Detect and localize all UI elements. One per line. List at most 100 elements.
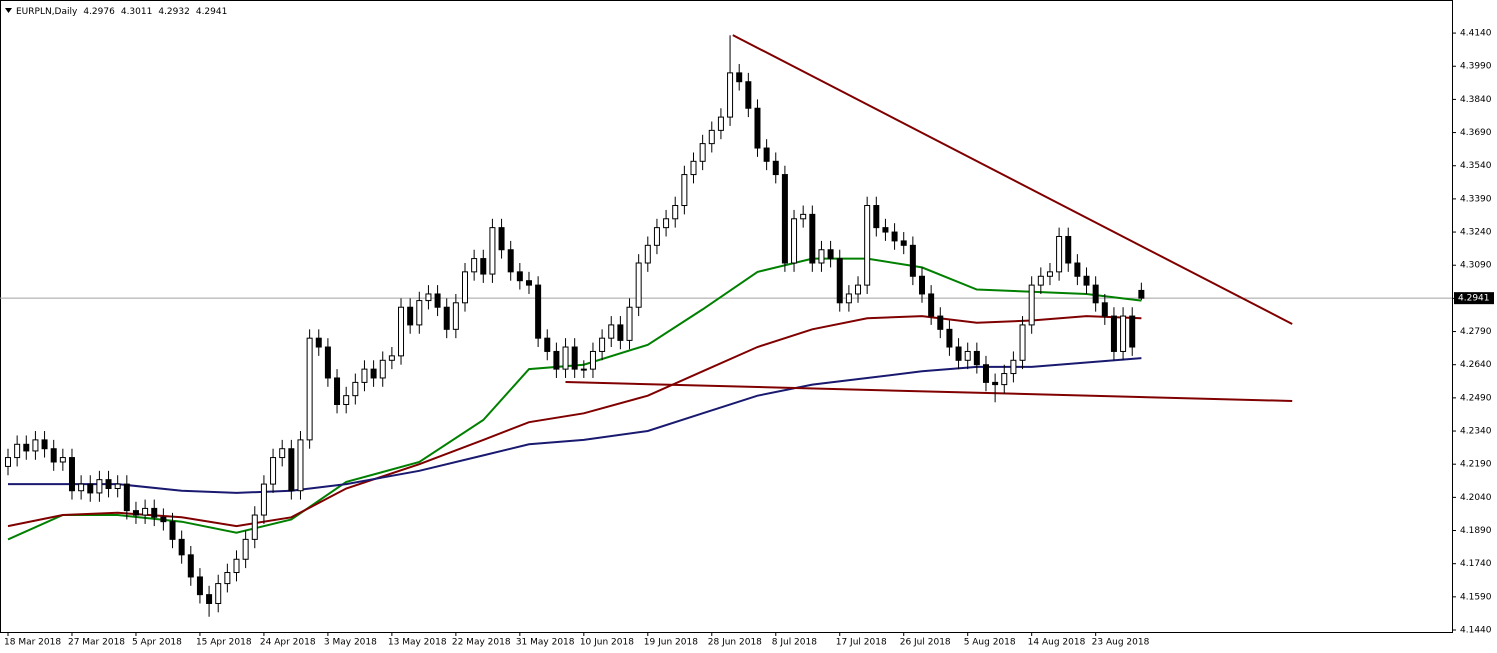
y-tick-label: 4.2790: [1460, 327, 1492, 337]
y-tick-label: 4.2640: [1460, 360, 1492, 370]
candle-body: [114, 483, 121, 490]
candle-body: [260, 483, 267, 516]
candle-body: [891, 231, 898, 242]
x-tick-label: 26 Jul 2018: [900, 638, 951, 648]
candle-body: [68, 457, 75, 492]
candle-body: [617, 324, 624, 341]
candle-body: [196, 576, 203, 596]
candle-body: [32, 439, 39, 452]
candle-body: [434, 293, 441, 308]
candle-body: [946, 328, 953, 348]
candle-body: [297, 439, 304, 492]
ohlc-value: 4.2941: [196, 7, 228, 17]
candle-body: [1001, 373, 1008, 386]
candle-body: [982, 364, 989, 383]
candle-body: [900, 240, 907, 246]
candle-body: [23, 443, 30, 452]
x-tick-label: 27 Mar 2018: [68, 638, 125, 648]
candle-body: [928, 293, 935, 317]
candle-body: [535, 284, 542, 339]
candle-body: [78, 483, 85, 492]
x-tick-label: 3 May 2018: [324, 638, 377, 648]
candle-body: [681, 174, 688, 207]
candle-body: [443, 306, 450, 330]
price-tag-label: 4.2941: [1458, 294, 1490, 304]
candle-body: [206, 594, 213, 604]
candle-body: [105, 479, 112, 490]
candle-body: [452, 302, 459, 330]
candle-body: [151, 507, 158, 518]
candle-body: [480, 258, 487, 275]
candle-body: [964, 350, 971, 361]
y-tick-label: 4.3240: [1460, 228, 1492, 238]
x-tick-label: 24 Apr 2018: [260, 638, 316, 648]
y-tick-label: 4.3990: [1460, 62, 1492, 72]
x-tick-label: 15 Apr 2018: [196, 638, 252, 648]
candle-body: [498, 227, 505, 251]
x-tick-label: 23 Aug 2018: [1092, 638, 1150, 648]
candle-body: [873, 205, 880, 229]
y-tick-label: 4.2040: [1460, 493, 1492, 503]
candle-body: [882, 227, 889, 233]
candle-body: [635, 262, 642, 308]
candle-body: [288, 448, 295, 492]
candle-body: [370, 368, 377, 379]
candle-body: [553, 350, 560, 370]
candle-body: [663, 218, 670, 229]
candle-body: [1019, 324, 1026, 361]
candle-body: [507, 249, 514, 273]
candle-body: [324, 346, 331, 379]
candle-body: [334, 377, 341, 406]
candle-body: [352, 381, 359, 397]
candle-body: [845, 293, 852, 304]
candle-body: [50, 448, 57, 463]
candle-body: [160, 516, 167, 523]
x-tick-label: 14 Aug 2018: [1028, 638, 1086, 648]
y-tick-label: 4.2340: [1460, 427, 1492, 437]
candle-body: [5, 457, 11, 467]
candle-body: [937, 315, 944, 330]
x-tick-label: 22 May 2018: [452, 638, 511, 648]
candle-body: [178, 538, 185, 556]
x-tick-label: 5 Aug 2018: [964, 638, 1016, 648]
candle-body: [754, 107, 761, 149]
candle-body: [398, 306, 405, 357]
candle-body: [1110, 315, 1117, 352]
candle-body: [1138, 289, 1145, 299]
candle-body: [571, 346, 578, 370]
candle-body: [425, 293, 432, 302]
candle-body: [626, 306, 633, 341]
y-tick-label: 4.1590: [1460, 592, 1492, 602]
candle-body: [1092, 284, 1099, 304]
candle-body: [589, 350, 596, 370]
candle-body: [242, 538, 249, 560]
x-tick-label: 18 Mar 2018: [4, 638, 61, 648]
y-tick-label: 4.2190: [1460, 460, 1492, 470]
candle-body: [1083, 275, 1090, 286]
candle-body: [864, 205, 871, 286]
candle-body: [315, 337, 322, 348]
candle-body: [909, 244, 916, 277]
candle-body: [772, 160, 779, 176]
candle-body: [379, 359, 386, 379]
candle-body: [416, 300, 423, 326]
candle-body: [690, 160, 697, 176]
candle-body: [361, 368, 368, 383]
candle-body: [132, 510, 139, 516]
candle-body: [489, 227, 496, 275]
candle-body: [827, 249, 834, 260]
y-tick-label: 4.3840: [1460, 95, 1492, 105]
candle-body: [562, 346, 569, 370]
candle-body: [608, 324, 615, 339]
y-tick-label: 4.2490: [1460, 393, 1492, 403]
candle-body: [14, 443, 21, 459]
candle-body: [745, 81, 752, 109]
x-tick-label: 28 Jun 2018: [708, 638, 762, 648]
candle-body: [1046, 271, 1053, 277]
candle-body: [41, 439, 48, 450]
ohlc-value: 4.3011: [121, 7, 153, 17]
chart-header: EURPLN,Daily 4.2976 4.3011 4.2932 4.2941: [16, 7, 227, 17]
candle-body: [471, 258, 478, 273]
x-tick-label: 31 May 2018: [516, 638, 575, 648]
